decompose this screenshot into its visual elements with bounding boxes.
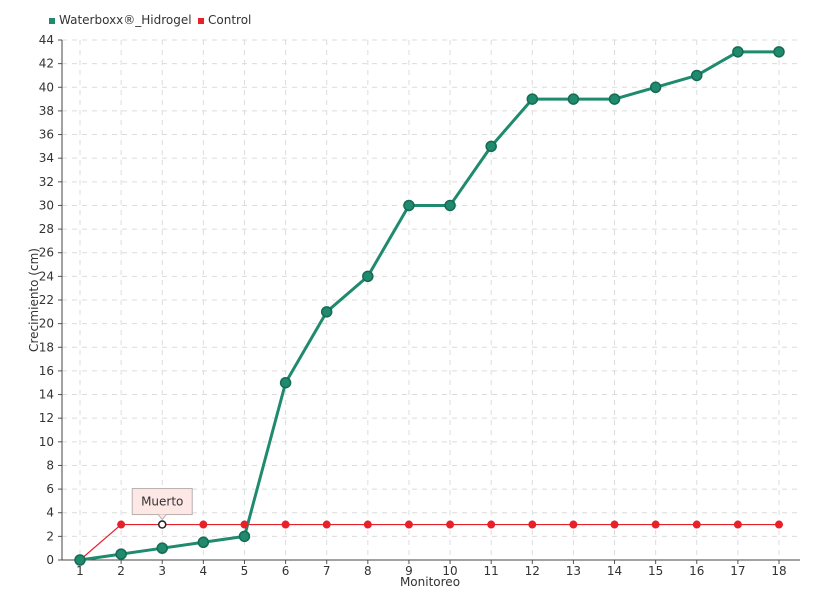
x-tick-label: 18 bbox=[771, 564, 786, 578]
data-point-control[interactable] bbox=[692, 520, 701, 529]
y-tick-label: 2 bbox=[46, 529, 54, 543]
x-tick-label: 9 bbox=[405, 564, 413, 578]
x-tick-label: 1 bbox=[76, 564, 84, 578]
y-tick-label: 12 bbox=[39, 411, 54, 425]
annotation-marker bbox=[157, 520, 167, 529]
grid bbox=[62, 39, 800, 560]
legend-swatch-waterboxx bbox=[49, 18, 55, 24]
data-point-control[interactable] bbox=[404, 520, 413, 529]
annotations: Muerto bbox=[131, 488, 193, 529]
x-axis-title: Monitoreo bbox=[400, 575, 460, 589]
data-point-waterboxx[interactable] bbox=[320, 306, 333, 318]
data-point-waterboxx[interactable] bbox=[691, 69, 703, 82]
x-tick-label: 2 bbox=[117, 564, 125, 578]
series-line-waterboxx bbox=[79, 50, 779, 562]
x-tick-label: 14 bbox=[607, 564, 622, 578]
y-axis-title: Crecimiento (cm) bbox=[27, 248, 41, 352]
legend-label-control: Control bbox=[208, 13, 251, 27]
x-tick-label: 7 bbox=[323, 564, 331, 578]
data-point-waterboxx[interactable] bbox=[485, 140, 497, 153]
y-tick-label: 26 bbox=[39, 246, 54, 260]
y-tick-label: 32 bbox=[39, 175, 54, 189]
y-tick-label: 6 bbox=[46, 482, 54, 496]
data-point-control[interactable] bbox=[281, 520, 290, 529]
data-point-waterboxx[interactable] bbox=[403, 199, 415, 212]
legend[interactable]: Waterboxx®_Hidrogel Control bbox=[49, 13, 251, 27]
y-tick-label: 30 bbox=[39, 198, 54, 212]
y-tick-label: 44 bbox=[39, 33, 54, 47]
y-tick-label: 40 bbox=[39, 80, 54, 94]
y-tick-label: 38 bbox=[39, 104, 54, 118]
data-point-waterboxx[interactable] bbox=[115, 548, 127, 560]
data-point-control[interactable] bbox=[240, 520, 249, 529]
y-tick-label: 22 bbox=[39, 293, 54, 307]
legend-item-control[interactable]: Control bbox=[198, 13, 251, 27]
data-point-control[interactable] bbox=[569, 520, 578, 529]
x-tick-label: 16 bbox=[689, 564, 704, 578]
series-lines bbox=[79, 50, 779, 562]
data-point-waterboxx[interactable] bbox=[74, 554, 86, 566]
data-point-control[interactable] bbox=[733, 520, 742, 529]
series-line-control bbox=[79, 523, 779, 561]
y-tick-label: 28 bbox=[39, 222, 54, 236]
data-point-control[interactable] bbox=[199, 520, 208, 529]
data-point-waterboxx[interactable] bbox=[608, 93, 621, 105]
legend-swatch-control bbox=[198, 18, 204, 24]
data-point-waterboxx[interactable] bbox=[773, 46, 785, 58]
x-tick-label: 6 bbox=[282, 564, 290, 578]
axes: 0246810121416182022242628303234363840424… bbox=[39, 33, 800, 578]
data-point-control[interactable] bbox=[775, 520, 783, 529]
data-points[interactable] bbox=[74, 46, 785, 566]
data-point-control[interactable] bbox=[363, 520, 372, 529]
y-tick-label: 10 bbox=[39, 435, 54, 449]
x-tick-label: 10 bbox=[442, 564, 457, 578]
data-point-waterboxx[interactable] bbox=[567, 93, 580, 105]
x-tick-label: 15 bbox=[648, 564, 663, 578]
data-point-control[interactable] bbox=[487, 520, 496, 529]
y-tick-label: 16 bbox=[39, 364, 54, 378]
y-tick-label: 8 bbox=[46, 458, 54, 472]
data-point-waterboxx[interactable] bbox=[362, 270, 374, 283]
data-point-waterboxx[interactable] bbox=[444, 199, 456, 212]
y-tick-label: 18 bbox=[39, 340, 54, 354]
x-tick-label: 12 bbox=[525, 564, 540, 578]
data-point-waterboxx[interactable] bbox=[238, 530, 251, 543]
data-point-waterboxx[interactable] bbox=[649, 81, 662, 94]
y-tick-label: 24 bbox=[39, 269, 54, 283]
y-tick-label: 4 bbox=[46, 506, 54, 520]
y-tick-label: 20 bbox=[39, 317, 54, 331]
data-point-waterboxx[interactable] bbox=[279, 376, 292, 389]
x-tick-label: 11 bbox=[484, 564, 499, 578]
x-tick-label: 13 bbox=[566, 564, 581, 578]
y-tick-label: 0 bbox=[46, 553, 54, 567]
data-point-control[interactable] bbox=[322, 520, 331, 529]
data-point-waterboxx[interactable] bbox=[197, 536, 210, 549]
annotation-pointer bbox=[157, 514, 167, 521]
legend-label-waterboxx: Waterboxx®_Hidrogel bbox=[59, 13, 192, 27]
y-tick-label: 34 bbox=[39, 151, 54, 165]
data-point-waterboxx[interactable] bbox=[526, 93, 539, 105]
x-tick-label: 5 bbox=[241, 564, 249, 578]
x-tick-label: 3 bbox=[158, 564, 166, 578]
data-point-control[interactable] bbox=[528, 520, 537, 529]
data-point-control[interactable] bbox=[651, 520, 660, 529]
y-tick-label: 36 bbox=[39, 128, 54, 142]
y-tick-label: 42 bbox=[39, 57, 54, 71]
annotation-box bbox=[131, 488, 193, 516]
x-tick-label: 17 bbox=[730, 564, 745, 578]
legend-item-waterboxx[interactable]: Waterboxx®_Hidrogel bbox=[49, 13, 192, 27]
data-point-waterboxx[interactable] bbox=[156, 542, 168, 554]
x-tick-label: 8 bbox=[364, 564, 372, 578]
x-tick-label: 4 bbox=[200, 564, 208, 578]
data-point-control[interactable] bbox=[610, 520, 619, 529]
data-point-waterboxx[interactable] bbox=[732, 46, 744, 58]
data-point-control[interactable] bbox=[117, 520, 126, 529]
annotation: Muerto bbox=[131, 488, 193, 529]
data-point-control[interactable] bbox=[446, 520, 455, 529]
annotation-label: Muerto bbox=[141, 495, 183, 509]
y-tick-label: 14 bbox=[39, 388, 54, 402]
